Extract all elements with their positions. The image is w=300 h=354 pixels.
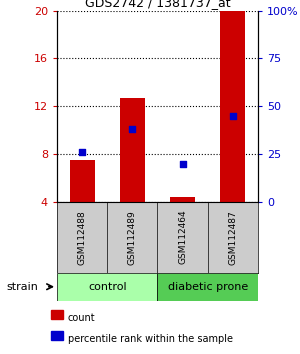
Bar — [158, 273, 258, 301]
Point — [180, 161, 185, 166]
Text: GSM112488: GSM112488 — [78, 210, 87, 264]
Text: GSM112487: GSM112487 — [228, 210, 237, 264]
Bar — [120, 98, 145, 202]
Title: GDS2742 / 1381737_at: GDS2742 / 1381737_at — [85, 0, 230, 10]
Text: GSM112489: GSM112489 — [128, 210, 137, 264]
Text: GSM112464: GSM112464 — [178, 210, 187, 264]
Bar — [220, 11, 245, 202]
Text: control: control — [88, 282, 127, 292]
Bar — [170, 197, 195, 202]
Point — [80, 149, 85, 155]
Text: strain: strain — [6, 282, 38, 292]
Point — [130, 126, 135, 132]
Text: diabetic prone: diabetic prone — [168, 282, 248, 292]
Point — [230, 113, 235, 119]
Text: percentile rank within the sample: percentile rank within the sample — [68, 334, 232, 344]
Bar — [57, 273, 158, 301]
Text: count: count — [68, 313, 95, 323]
Bar — [70, 160, 95, 202]
